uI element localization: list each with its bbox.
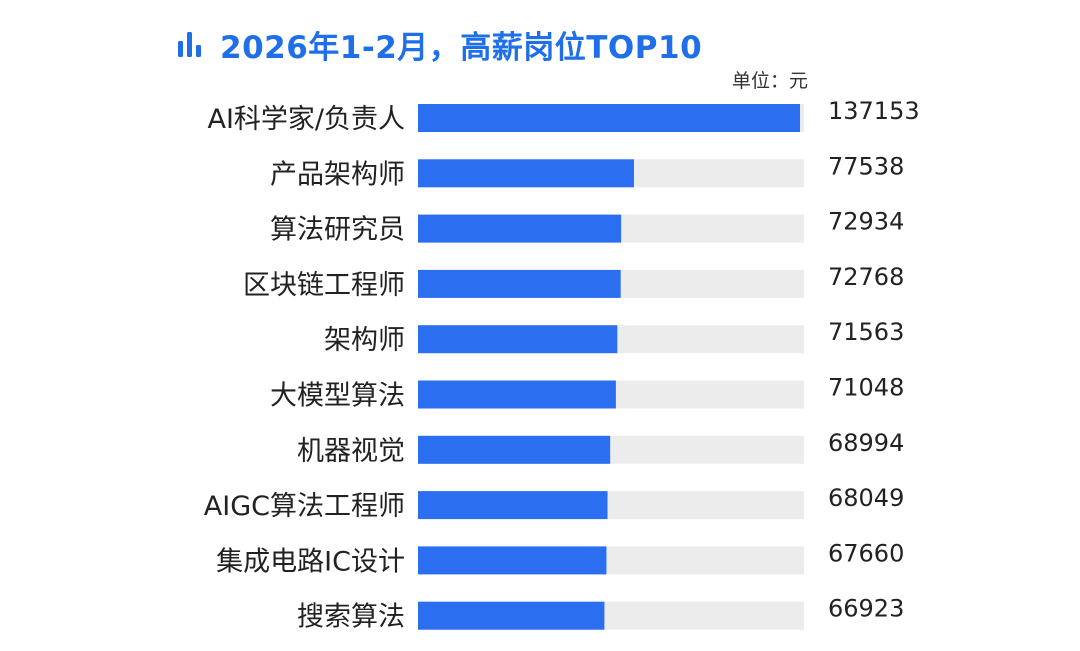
bar [418,325,618,354]
bar-row: 集成电路IC设计 67660 [216,539,904,577]
value-label: 72934 [828,208,904,236]
value-label: 71563 [828,318,904,346]
unit-label: 单位：元 [732,70,809,92]
category-label: 产品架构师 [270,159,405,190]
value-label: 77538 [828,152,904,180]
value-label: 66923 [828,595,904,623]
chart-title: 2026年1-2月，高薪岗位TOP10 [220,29,703,66]
bar [418,269,621,298]
bar-row: 架构师 71563 [324,318,904,356]
bar [418,159,634,188]
bar-chart-icon [178,32,201,57]
bar-row: 大模型算法 71048 [270,374,904,412]
bar-row: 算法研究员 72934 [270,208,904,246]
bar [418,214,622,243]
category-label: 大模型算法 [270,381,405,412]
value-label: 71048 [828,374,904,402]
value-label: 72768 [828,263,904,291]
bar [418,491,608,520]
bar-row: 区块链工程师 72768 [243,263,904,301]
category-label: 算法研究员 [270,215,405,246]
bar [418,546,607,575]
bar-row: AI科学家/负责人 137153 [207,97,919,135]
bar [418,435,611,464]
value-label: 68049 [828,484,904,512]
value-label: 137153 [828,97,920,125]
category-label: AIGC算法工程师 [204,491,405,522]
bar [418,601,605,630]
bar [418,380,616,409]
bar [418,104,800,132]
category-label: 区块链工程师 [243,270,405,301]
category-label: 搜索算法 [297,602,405,633]
category-label: 集成电路IC设计 [216,546,405,577]
bar-row: 机器视觉 68994 [297,429,904,467]
bar-row: 搜索算法 66923 [297,595,904,633]
chart-header: 2026年1-2月，高薪岗位TOP10 [176,24,703,66]
bar-row: AIGC算法工程师 68049 [204,484,905,522]
value-label: 68994 [828,429,904,457]
value-label: 67660 [828,539,904,567]
category-label: 架构师 [324,325,405,356]
bar-row: 产品架构师 77538 [270,152,904,190]
category-label: 机器视觉 [297,436,405,467]
category-label: AI科学家/负责人 [207,104,405,135]
